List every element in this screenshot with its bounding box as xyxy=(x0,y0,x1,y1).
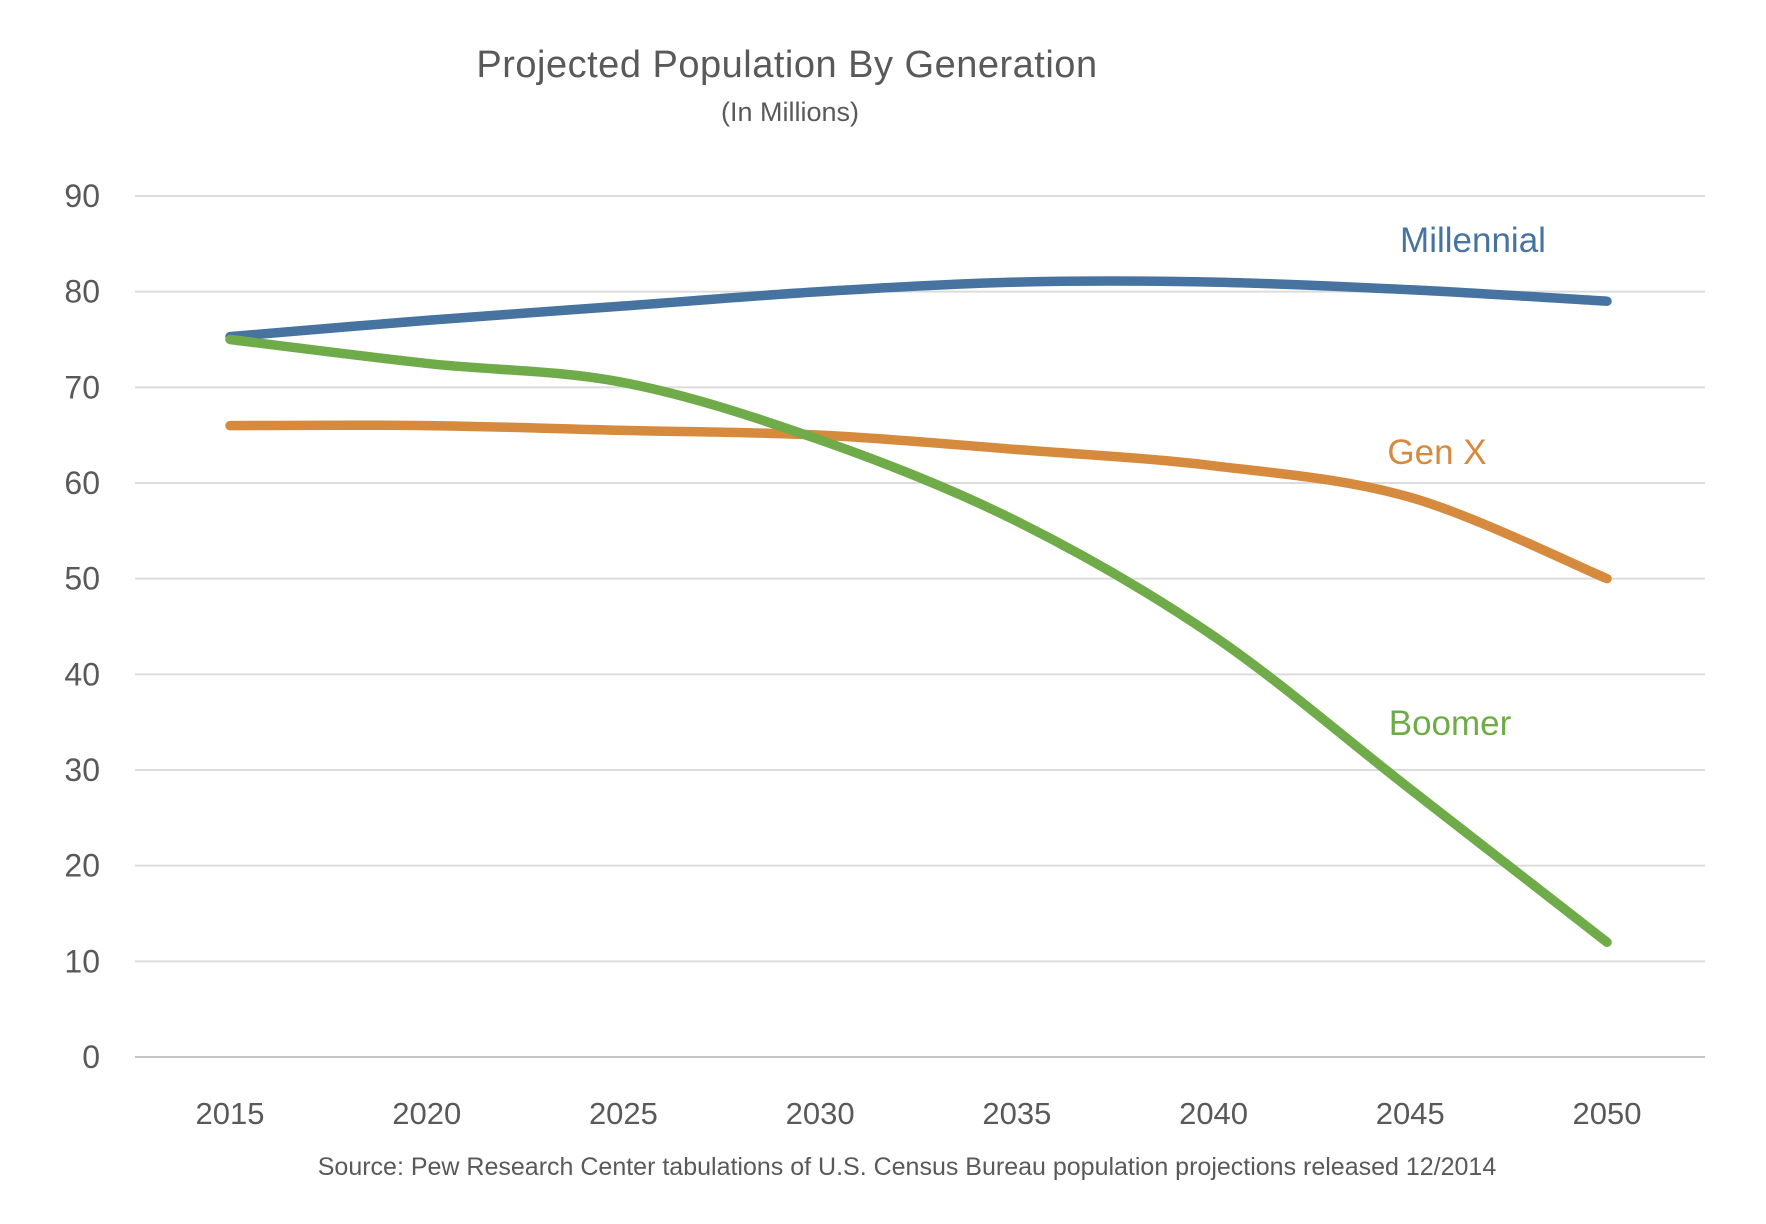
y-tick-label-40: 40 xyxy=(64,656,100,692)
y-tick-label-90: 90 xyxy=(64,178,100,214)
x-tick-label-2030: 2030 xyxy=(786,1096,855,1131)
y-tick-label-80: 80 xyxy=(64,274,100,310)
y-tick-label-50: 50 xyxy=(64,561,100,597)
y-tick-label-0: 0 xyxy=(82,1039,100,1075)
series-label-gen-x: Gen X xyxy=(1387,433,1487,472)
source-caption: Source: Pew Research Center tabulations … xyxy=(317,1153,1497,1181)
y-axis-tick-labels: 0 10 20 30 40 50 60 70 80 90 xyxy=(64,178,100,1075)
series-label-millennial: Millennial xyxy=(1400,221,1546,260)
y-tick-label-70: 70 xyxy=(64,369,100,405)
series-line-gen-x xyxy=(225,420,1612,584)
y-tick-label-60: 60 xyxy=(64,465,100,501)
gridlines xyxy=(135,195,1705,1058)
y-tick-label-30: 30 xyxy=(64,752,100,788)
x-tick-label-2015: 2015 xyxy=(196,1096,265,1131)
chart-title: Projected Population By Generation xyxy=(476,44,1098,86)
x-tick-label-2045: 2045 xyxy=(1376,1096,1445,1131)
x-tick-label-2050: 2050 xyxy=(1573,1096,1642,1131)
series-lines xyxy=(225,276,1612,947)
series-line-millennial xyxy=(225,276,1612,342)
x-tick-label-2035: 2035 xyxy=(982,1096,1051,1131)
x-tick-label-2025: 2025 xyxy=(589,1096,658,1131)
x-axis-tick-labels: 2015 2020 2025 2030 2035 2040 2045 2050 xyxy=(196,1096,1642,1131)
x-tick-label-2040: 2040 xyxy=(1179,1096,1248,1131)
x-tick-label-2020: 2020 xyxy=(392,1096,461,1131)
series-label-boomer: Boomer xyxy=(1388,704,1512,743)
chart-subtitle: (In Millions) xyxy=(720,97,860,127)
y-tick-label-10: 10 xyxy=(64,943,100,979)
series-line-boomer xyxy=(225,334,1612,947)
y-tick-label-20: 20 xyxy=(64,848,100,884)
